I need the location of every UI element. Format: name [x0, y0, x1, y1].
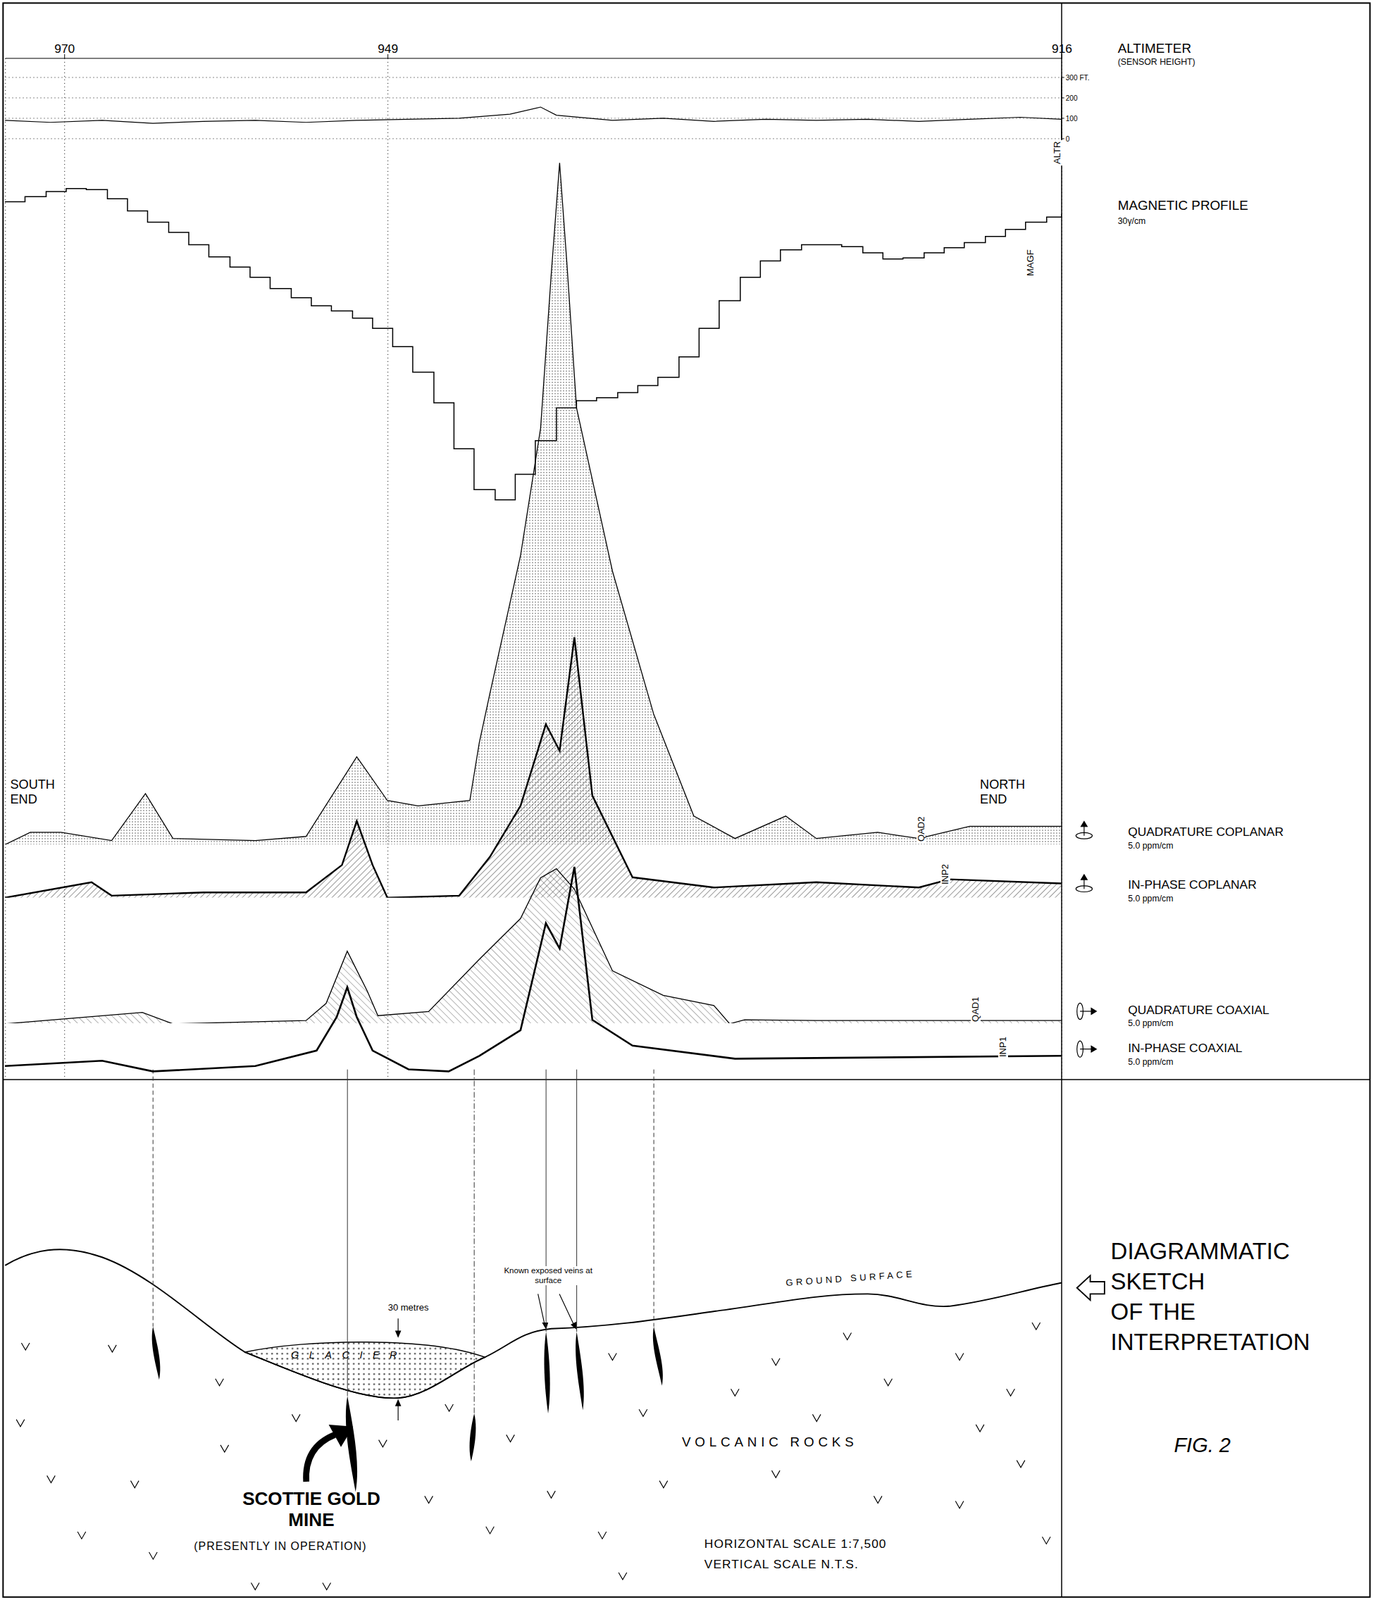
- html-text:SCOTTIE GOLD MINE: SCOTTIE GOLD MINE: [242, 1488, 381, 1531]
- html-text:(SENSOR HEIGHT): (SENSOR HEIGHT): [1117, 57, 1196, 67]
- html-text:ALTR: ALTR: [1051, 141, 1063, 164]
- html-text:(PRESENTLY IN OPERATION): (PRESENTLY IN OPERATION): [193, 1540, 367, 1553]
- html-text:ALTIMETER: ALTIMETER: [1117, 40, 1192, 56]
- html-text:OF THE: OF THE: [1110, 1299, 1196, 1326]
- html-text:30 metres: 30 metres: [387, 1302, 429, 1314]
- html-text:FIG. 2: FIG. 2: [1173, 1434, 1231, 1457]
- html-text:VERTICAL SCALE N.T.S.: VERTICAL SCALE N.T.S.: [704, 1557, 859, 1572]
- html-text:GROUND SURFACE: GROUND SURFACE: [785, 1269, 916, 1289]
- html-text:NORTH END: NORTH END: [979, 777, 1026, 807]
- html-text:QAD1: QAD1: [970, 997, 981, 1023]
- html-text:HORIZONTAL SCALE 1:7,500: HORIZONTAL SCALE 1:7,500: [704, 1537, 887, 1552]
- html-text:Known exposed veins at surface: Known exposed veins at surface: [503, 1266, 593, 1285]
- svg-text:970: 970: [54, 41, 75, 56]
- html-text:5.0 ppm/cm: 5.0 ppm/cm: [1127, 894, 1174, 905]
- html-text:INP1: INP1: [997, 1036, 1009, 1058]
- html-text:INTERPRETATION: INTERPRETATION: [1110, 1329, 1310, 1356]
- html-text:VOLCANIC ROCKS: VOLCANIC ROCKS: [681, 1435, 858, 1451]
- html-text:IN-PHASE COPLANAR: IN-PHASE COPLANAR: [1127, 877, 1257, 892]
- html-text:QUADRATURE COPLANAR: QUADRATURE COPLANAR: [1127, 824, 1284, 839]
- html-text:QAD2: QAD2: [916, 816, 927, 842]
- svg-text:200: 200: [1065, 94, 1078, 103]
- svg-text:100: 100: [1065, 114, 1078, 123]
- html-text:INP2: INP2: [939, 864, 951, 885]
- html-text:DIAGRAMMATIC: DIAGRAMMATIC: [1110, 1238, 1290, 1265]
- html-text:5.0 ppm/cm: 5.0 ppm/cm: [1127, 841, 1174, 851]
- svg-text:949: 949: [377, 41, 399, 56]
- html-text:MAGF: MAGF: [1025, 249, 1036, 277]
- svg-text:300 FT.: 300 FT.: [1065, 73, 1090, 82]
- html-text:30γ/cm: 30γ/cm: [1117, 216, 1146, 227]
- html-text:5.0 ppm/cm: 5.0 ppm/cm: [1127, 1057, 1174, 1068]
- html-text:IN-PHASE COAXIAL: IN-PHASE COAXIAL: [1127, 1041, 1243, 1056]
- html-text:5.0 ppm/cm: 5.0 ppm/cm: [1127, 1018, 1174, 1029]
- html-text:MAGNETIC PROFILE: MAGNETIC PROFILE: [1117, 198, 1249, 213]
- html-text:QUADRATURE COAXIAL: QUADRATURE COAXIAL: [1127, 1003, 1270, 1018]
- html-text:GLACIER: GLACIER: [290, 1349, 408, 1361]
- svg-text:916: 916: [1051, 41, 1073, 56]
- svg-text:0: 0: [1065, 135, 1071, 144]
- html-text:SOUTH END: SOUTH END: [10, 777, 55, 807]
- html-text:SKETCH: SKETCH: [1110, 1268, 1205, 1295]
